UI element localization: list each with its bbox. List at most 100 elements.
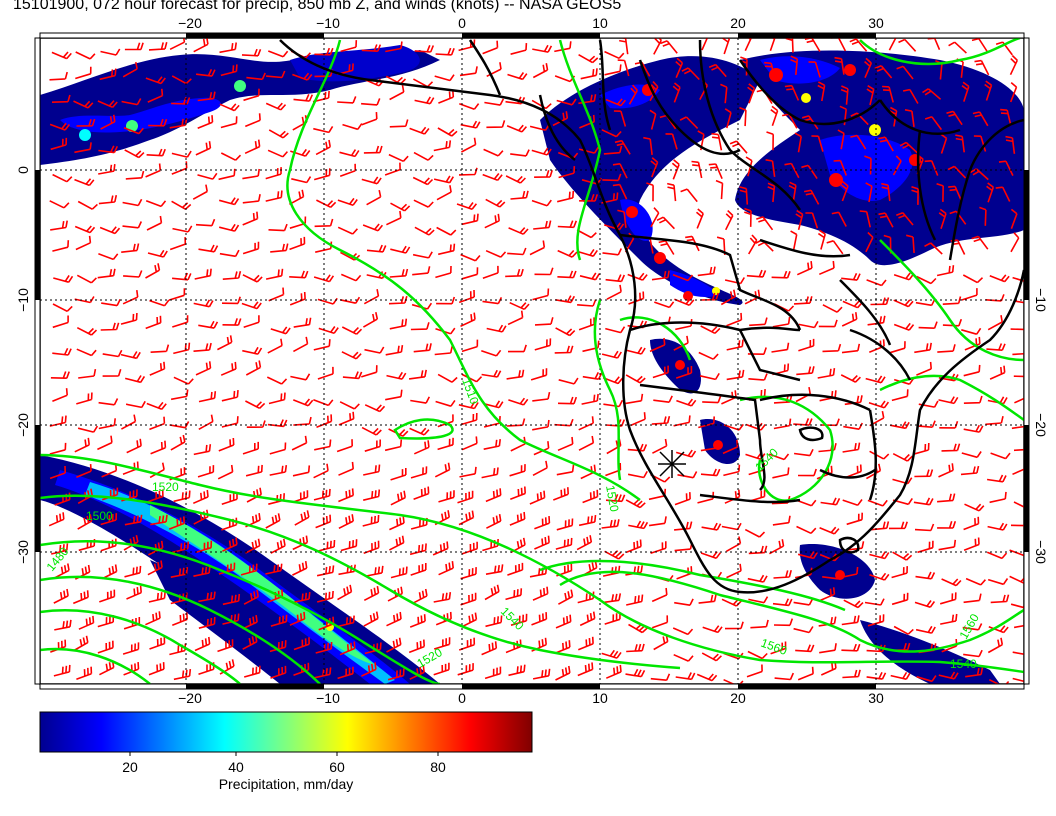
wind-barb (75, 66, 92, 80)
wind-barb (711, 132, 723, 151)
wind-barb (916, 361, 932, 376)
wind-barb (385, 344, 404, 356)
wind-barb (194, 636, 211, 652)
wind-barb (946, 110, 963, 126)
wind-barb (605, 274, 626, 283)
wind-barb (126, 438, 142, 454)
wind-barb (715, 179, 724, 200)
wind-barb (1000, 108, 1012, 126)
wind-barb (456, 202, 478, 210)
wind-barb (219, 103, 240, 112)
wind-barb (460, 567, 477, 580)
wind-barb (76, 118, 96, 127)
wind-barb (289, 611, 306, 626)
wind-barb (672, 82, 681, 103)
wind-barb (482, 40, 499, 55)
wind-barb (49, 200, 70, 209)
wind-barb (52, 315, 69, 329)
wind-barb (461, 267, 479, 280)
wind-barb (389, 268, 409, 278)
wind-barb (460, 253, 481, 262)
wind-barb (482, 173, 503, 182)
wind-barb (362, 223, 384, 232)
wind-barb (984, 80, 993, 101)
wind-barb (74, 296, 95, 304)
wind-barb (790, 55, 799, 75)
wind-barb (822, 304, 843, 313)
wind-barb (650, 673, 671, 681)
wind-barb (558, 377, 579, 385)
wind-barb (121, 414, 137, 430)
wind-barb (891, 566, 908, 579)
wind-barb (988, 678, 1010, 684)
wind-barb (148, 42, 168, 51)
wind-barb (338, 488, 354, 503)
wind-barb (840, 85, 849, 105)
wind-barb (617, 59, 630, 77)
wind-barb (484, 584, 500, 601)
wind-barb (626, 594, 644, 606)
wind-barb (389, 318, 408, 330)
wind-barb (744, 38, 753, 52)
wind-barb (173, 376, 194, 385)
wind-barb (337, 197, 358, 206)
wind-barb (97, 100, 118, 109)
wind-barb (726, 312, 743, 327)
wind-barb (969, 168, 989, 181)
wind-barb (54, 619, 72, 631)
wind-barb (841, 566, 859, 579)
wind-barb (168, 516, 185, 530)
wind-barb (461, 612, 478, 628)
wind-barb (318, 616, 335, 631)
wind-barb (768, 453, 790, 461)
wind-barb (361, 365, 378, 378)
wind-barb (1009, 54, 1019, 76)
wind-barb (363, 489, 381, 501)
wind-barb (265, 167, 282, 180)
wind-barb (386, 210, 402, 226)
wind-barb (726, 369, 745, 381)
wind-barb (1014, 300, 1024, 304)
wind-barb (124, 42, 144, 51)
wind-barb (510, 149, 530, 157)
wind-barb (630, 412, 646, 427)
wind-barb (172, 541, 190, 554)
wind-barb (774, 672, 795, 681)
wind-barb (268, 392, 286, 405)
wind-barb (1012, 276, 1024, 282)
wind-barb (97, 435, 113, 451)
wind-barb (739, 186, 749, 205)
wind-barb (554, 345, 574, 354)
wind-barb (818, 260, 835, 276)
wind-barb (409, 126, 430, 135)
wind-barb (842, 442, 861, 453)
wind-barb (270, 326, 291, 335)
wind-barb (458, 401, 479, 410)
wind-barb (939, 592, 957, 605)
wind-barb (148, 540, 164, 556)
wind-barb (808, 61, 821, 78)
wind-barb (385, 41, 403, 53)
wind-barb (337, 666, 354, 680)
wind-barb (387, 586, 403, 602)
wind-barb (52, 173, 73, 183)
wind-barb (197, 115, 214, 130)
wind-barb (510, 43, 528, 55)
wind-barb (936, 265, 955, 277)
wind-barb (484, 213, 500, 229)
wind-barb (269, 442, 287, 455)
wind-barb (859, 210, 871, 228)
wind-barb (896, 211, 914, 226)
wind-barb (340, 296, 361, 304)
wind-barb (76, 348, 97, 357)
wind-barb (772, 598, 793, 607)
wind-barb (433, 637, 451, 650)
wind-barb (145, 611, 161, 626)
wind-barb (990, 594, 1010, 604)
wind-barb (77, 488, 93, 505)
wind-barb (76, 392, 93, 405)
wind-barb (125, 375, 146, 384)
wind-barb (784, 84, 800, 101)
wind-barb (192, 184, 208, 200)
wind-barb (198, 244, 219, 253)
